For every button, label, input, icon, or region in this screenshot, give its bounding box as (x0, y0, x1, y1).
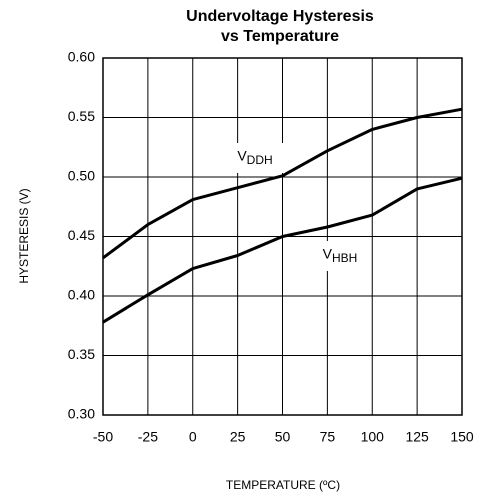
label-background (310, 241, 370, 271)
y-tick-label: 0.40 (68, 287, 95, 303)
x-tick-label: 125 (405, 429, 429, 445)
x-axis-label: TEMPERATURE (ºC) (226, 478, 340, 492)
y-tick-label: 0.35 (68, 346, 95, 362)
series-label: VHBH (323, 246, 358, 265)
y-tick-label: 0.60 (68, 49, 95, 65)
chart-subtitle: vs Temperature (221, 28, 339, 45)
y-tick-label: 0.45 (68, 227, 95, 243)
data-line (102, 107, 463, 260)
x-tick-label: -25 (138, 429, 158, 445)
label-background (225, 143, 285, 173)
y-tick-label: 0.55 (68, 108, 95, 124)
x-tick-label: 75 (320, 429, 336, 445)
x-tick-label: 100 (361, 429, 385, 445)
x-tick-label: 0 (189, 429, 197, 445)
data-line (102, 176, 463, 324)
series-label: VDDH (237, 148, 272, 167)
chart-title: Undervoltage Hysteresis (186, 8, 374, 25)
y-axis-label: HYSTERESIS (V) (17, 188, 31, 283)
x-tick-label: -50 (93, 429, 113, 445)
x-tick-label: 150 (450, 429, 474, 445)
y-tick-label: 0.30 (68, 406, 95, 422)
x-tick-label: 50 (275, 429, 291, 445)
x-tick-label: 25 (230, 429, 246, 445)
y-tick-label: 0.50 (68, 168, 95, 184)
plot-frame (102, 57, 463, 416)
